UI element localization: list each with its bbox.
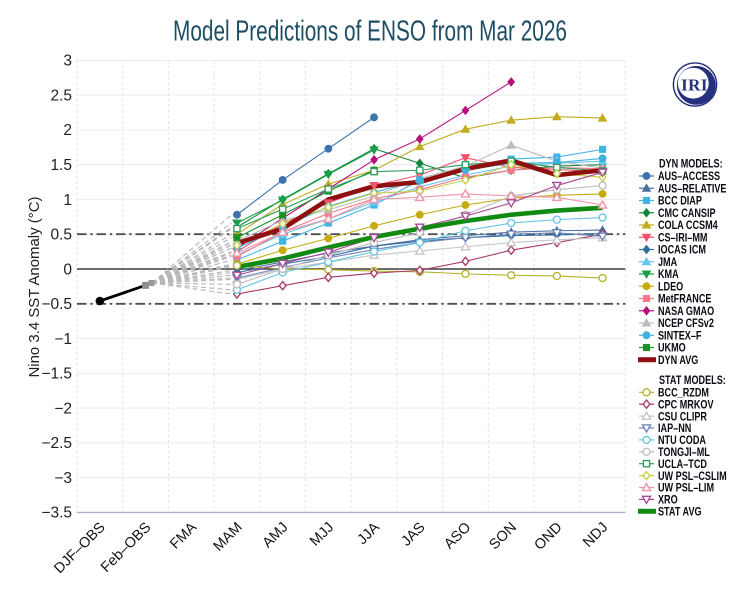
svg-text:UW PSL–CSLIM: UW PSL–CSLIM — [658, 470, 727, 483]
svg-text:STAT AVG: STAT AVG — [658, 506, 702, 519]
svg-text:JMA: JMA — [658, 256, 678, 269]
svg-text:LDEO: LDEO — [658, 280, 683, 293]
svg-text:−3.5: −3.5 — [41, 505, 72, 522]
svg-text:BCC_RZDM: BCC_RZDM — [658, 387, 709, 400]
svg-text:KMA: KMA — [658, 268, 679, 281]
svg-text:MetFRANCE: MetFRANCE — [658, 293, 712, 306]
svg-text:NASA GMAO: NASA GMAO — [658, 305, 714, 318]
svg-text:UCLA–TCD: UCLA–TCD — [658, 458, 707, 471]
svg-text:AUS–RELATIVE: AUS–RELATIVE — [658, 182, 727, 195]
svg-text:−0.5: −0.5 — [41, 296, 72, 313]
svg-text:2: 2 — [63, 122, 72, 139]
svg-text:−2.5: −2.5 — [41, 435, 72, 452]
svg-text:NTU CODA: NTU CODA — [658, 434, 706, 447]
svg-text:Model Predictions of ENSO from: Model Predictions of ENSO from Mar 2026 — [173, 16, 567, 48]
svg-text:1: 1 — [63, 192, 72, 209]
svg-text:0.5: 0.5 — [50, 227, 72, 244]
svg-text:STAT MODELS:: STAT MODELS: — [659, 374, 726, 387]
svg-text:CSU CLIPR: CSU CLIPR — [658, 410, 707, 423]
svg-text:UW PSL–LIM: UW PSL–LIM — [658, 482, 714, 495]
svg-text:COLA CCSM4: COLA CCSM4 — [658, 219, 718, 232]
svg-text:Nino 3.4 SST Anomaly (°C): Nino 3.4 SST Anomaly (°C) — [26, 197, 43, 378]
svg-text:BCC DIAP: BCC DIAP — [658, 195, 702, 208]
svg-text:UKMO: UKMO — [658, 342, 686, 355]
svg-text:CPC MRKOV: CPC MRKOV — [658, 398, 714, 411]
svg-text:−3: −3 — [54, 470, 72, 487]
svg-text:AUS–ACCESS: AUS–ACCESS — [658, 170, 720, 183]
svg-text:TONGJI–ML: TONGJI–ML — [658, 446, 710, 459]
svg-text:IRI: IRI — [681, 76, 708, 95]
svg-text:−2: −2 — [54, 400, 72, 417]
svg-text:DYN AVG: DYN AVG — [658, 354, 698, 367]
svg-text:2.5: 2.5 — [50, 87, 72, 104]
svg-text:CMC CANSIP: CMC CANSIP — [658, 207, 716, 220]
svg-text:DYN MODELS:: DYN MODELS: — [659, 158, 723, 171]
svg-text:SINTEX–F: SINTEX–F — [658, 329, 701, 342]
svg-text:−1: −1 — [54, 331, 72, 348]
svg-text:IOCAS ICM: IOCAS ICM — [658, 244, 706, 257]
svg-text:−1.5: −1.5 — [41, 366, 72, 383]
svg-text:1.5: 1.5 — [50, 157, 72, 174]
svg-text:IAP–NN: IAP–NN — [658, 422, 691, 435]
svg-text:3: 3 — [63, 53, 72, 70]
svg-text:NCEP CFSv2: NCEP CFSv2 — [658, 317, 714, 330]
svg-text:0: 0 — [63, 261, 72, 278]
svg-text:CS–IRI–MM: CS–IRI–MM — [658, 231, 707, 244]
svg-text:XRO: XRO — [658, 494, 678, 507]
